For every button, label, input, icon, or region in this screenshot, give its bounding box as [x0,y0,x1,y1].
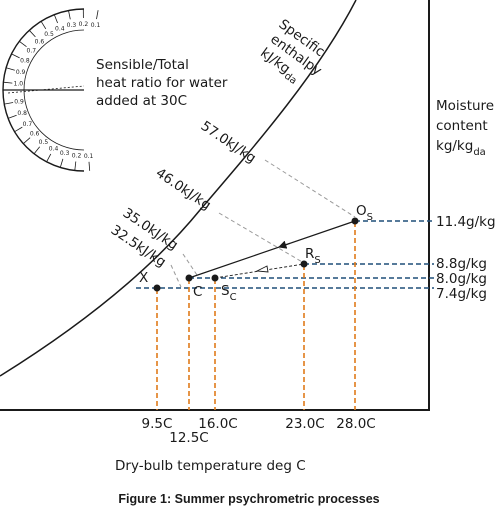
protractor-label-lower-1: 0.8 [17,110,27,117]
protractor-label-lower-6: 0.3 [60,150,70,157]
protractor-label-upper-6: 0.7 [27,47,37,54]
moisture-axis-line3: kg/kgda [436,138,486,158]
moisture-axis-line2: content [436,118,488,134]
point-c-label: C [193,284,202,300]
protractor-tick-upper-7 [11,53,20,59]
point-x [153,284,161,292]
protractor-tick-upper-2 [68,10,71,20]
protractor-label-upper-8: 0.9 [16,69,26,76]
point-c [185,274,193,282]
protractor-tick-upper-9 [3,81,13,84]
protractor-label-lower-3: 0.6 [30,131,40,138]
enthalpy-guide-57 [264,159,356,218]
enthalpy-label-46: 46.0kJ/kg [153,165,214,213]
protractor-tick-lower-4 [33,146,41,155]
temperature-label-23: 23.0C [285,416,325,432]
process-arrow-rs-to-sc [255,265,269,273]
protractor-tick-lower-3 [23,137,31,144]
moisture-axis-line1: Moisture [436,98,494,114]
protractor-label-upper-5: 0.6 [35,38,45,45]
protractor-dashed-pointer [7,85,85,94]
temperature-label-9-5: 9.5C [142,416,173,432]
protractor-tick-lower-6 [59,158,64,168]
protractor-tick-lower-5 [46,153,52,162]
point-sc-label: SC [221,283,237,303]
protractor-labels: 0.10.20.30.40.50.60.70.80.91.00.90.80.70… [14,21,101,160]
temperature-label-12-5: 12.5C [169,430,209,446]
protractor-ticks [3,8,99,171]
process-line-os-to-c [188,220,356,279]
temperature-guides [156,222,356,410]
enthalpy-guides [170,159,356,288]
enthalpy-guide-46 [218,212,305,264]
protractor-label-lower-4: 0.5 [39,139,49,146]
protractor-caption-line1: Sensible/Total [96,57,189,73]
point-x-label: X [139,270,148,286]
point-rs-letter: R [305,246,314,262]
protractor-label-upper-2: 0.3 [67,22,77,29]
protractor-tick-upper-3 [53,14,58,24]
protractor-label-lower-8: 0.1 [84,153,94,160]
heat-ratio-protractor: 0.10.20.30.40.50.60.70.80.91.00.90.80.70… [2,8,101,172]
point-sc [211,274,219,282]
figure-caption: Figure 1: Summer psychrometric processes [118,492,379,506]
enthalpy-guide-32 [170,264,182,288]
point-rs [300,260,308,268]
protractor-label-upper-1: 0.2 [79,21,89,28]
process-arrow-os-to-c [278,240,291,249]
x-axis-title: Dry-bulb temperature deg C [115,458,306,474]
protractor-tick-upper-5 [29,30,36,38]
protractor-label-lower-7: 0.2 [72,153,82,160]
temperature-label-16: 16.0C [198,416,238,432]
protractor-caption-line3: added at 30C [96,93,187,109]
point-os-letter: O [356,203,367,219]
point-os-label: OS [356,203,373,223]
protractor-label-upper-3: 0.4 [55,26,65,33]
protractor-tick-upper-8 [5,67,15,71]
enthalpy-guide-35 [182,253,200,279]
protractor-tick-upper-0 [96,10,99,20]
protractor-tick-upper-6 [19,40,27,48]
moisture-axis-unit: kg/kg [436,138,473,154]
protractor-label-lower-0: 0.9 [14,99,24,106]
enthalpy-label-57: 57.0kJ/kg [198,118,259,166]
saturation-curve [0,0,357,377]
temperature-label-28: 28.0C [336,416,376,432]
protractor-caption-line2: heat ratio for water [96,75,228,91]
protractor-label-lower-5: 0.4 [49,146,59,153]
protractor-label-upper-0: 0.1 [91,22,101,29]
moisture-label-7-4: 7.4g/kg [436,286,487,302]
protractor-tick-upper-4 [40,21,47,30]
point-rs-subscript: S [314,255,320,266]
moisture-label-8-0: 8.0g/kg [436,271,487,287]
protractor-tick-lower-8 [88,161,91,171]
protractor-label-upper-4: 0.5 [44,31,54,38]
protractor-tick-lower-1 [7,114,17,119]
protractor-label-lower-2: 0.7 [23,121,33,128]
moisture-guides [136,220,434,289]
protractor-tick-lower-7 [74,161,77,171]
point-rs-label: RS [305,246,321,266]
moisture-axis-unit-sub: da [473,147,485,158]
protractor-label-upper-7: 0.8 [20,58,30,65]
moisture-label-8-8: 8.8g/kg [436,256,487,272]
moisture-label-11-4: 11.4g/kg [436,214,496,230]
point-sc-subscript: C [230,292,237,303]
point-os-subscript: S [367,212,373,223]
point-os [351,217,359,225]
protractor-label-upper-9: 1.0 [14,81,24,88]
point-sc-letter: S [221,283,230,299]
protractor-tick-lower-0 [4,102,14,105]
protractor-tick-lower-2 [14,126,23,133]
